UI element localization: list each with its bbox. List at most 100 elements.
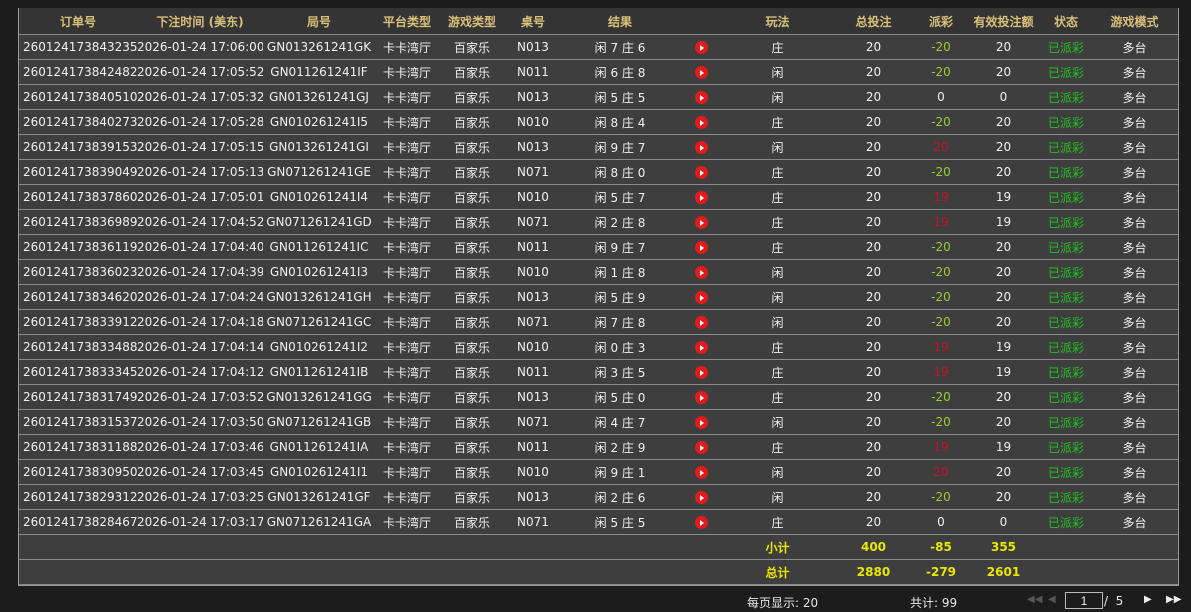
- play-circle-icon[interactable]: [695, 41, 708, 54]
- order-id: 260124173842482: [19, 59, 137, 85]
- table-row: 260124173842482 2026-01-24 17:05:52 GN0112…: [19, 59, 1178, 85]
- replay-cell[interactable]: [679, 234, 724, 260]
- replay-cell[interactable]: [679, 59, 724, 85]
- play-circle-icon[interactable]: [695, 66, 708, 79]
- table-no: N013: [505, 34, 561, 60]
- table-row: 260124173831188 2026-01-24 17:03:46 GN0112…: [19, 434, 1178, 460]
- page-total: / 5: [1104, 594, 1124, 608]
- platform: 卡卡湾厅: [375, 484, 439, 510]
- bet-type: 闲: [724, 134, 831, 160]
- table-row: 260124173840273 2026-01-24 17:05:28 GN0102…: [19, 109, 1178, 135]
- replay-cell[interactable]: [679, 84, 724, 110]
- replay-cell[interactable]: [679, 509, 724, 535]
- replay-cell[interactable]: [679, 259, 724, 285]
- replay-cell[interactable]: [679, 209, 724, 235]
- result: 闲 5 庄 5: [561, 509, 679, 535]
- play-circle-icon[interactable]: [695, 441, 708, 454]
- play-circle-icon[interactable]: [695, 391, 708, 404]
- replay-cell[interactable]: [679, 109, 724, 135]
- play-circle-icon[interactable]: [695, 266, 708, 279]
- first-page-icon[interactable]: ◀◀: [1027, 594, 1043, 605]
- platform: 卡卡湾厅: [375, 459, 439, 485]
- page-number-input[interactable]: [1065, 592, 1103, 609]
- round-id: GN011261241IB: [263, 359, 375, 385]
- play-circle-icon[interactable]: [695, 141, 708, 154]
- valid-bet: 19: [966, 434, 1041, 460]
- replay-cell[interactable]: [679, 159, 724, 185]
- play-circle-icon[interactable]: [695, 216, 708, 229]
- status: 已派彩: [1041, 184, 1091, 210]
- game-type: 百家乐: [439, 334, 505, 360]
- play-circle-icon[interactable]: [695, 241, 708, 254]
- status: 已派彩: [1041, 259, 1091, 285]
- play-circle-icon[interactable]: [695, 516, 708, 529]
- bet-time: 2026-01-24 17:03:45: [137, 459, 263, 485]
- play-circle-icon[interactable]: [695, 166, 708, 179]
- play-circle-icon[interactable]: [695, 366, 708, 379]
- play-circle-icon[interactable]: [695, 291, 708, 304]
- total-bet: 20: [831, 284, 916, 310]
- play-circle-icon[interactable]: [695, 116, 708, 129]
- bet-type: 闲: [724, 284, 831, 310]
- column-header: 游戏模式: [1091, 8, 1178, 35]
- play-circle-icon[interactable]: [695, 491, 708, 504]
- valid-bet: 19: [966, 209, 1041, 235]
- round-id: GN011261241IC: [263, 234, 375, 260]
- replay-cell[interactable]: [679, 359, 724, 385]
- column-header: 有效投注额: [966, 8, 1041, 35]
- round-id: GN013261241GI: [263, 134, 375, 160]
- next-page-icon[interactable]: ▶: [1144, 594, 1152, 605]
- replay-cell[interactable]: [679, 134, 724, 160]
- valid-bet: 20: [966, 384, 1041, 410]
- play-circle-icon[interactable]: [695, 91, 708, 104]
- payout: -20: [916, 109, 966, 135]
- platform: 卡卡湾厅: [375, 309, 439, 335]
- replay-cell[interactable]: [679, 34, 724, 60]
- play-circle-icon[interactable]: [695, 341, 708, 354]
- play-circle-icon[interactable]: [695, 466, 708, 479]
- table-no: N010: [505, 459, 561, 485]
- result: 闲 5 庄 7: [561, 184, 679, 210]
- play-circle-icon[interactable]: [695, 416, 708, 429]
- result: 闲 1 庄 8: [561, 259, 679, 285]
- status: 已派彩: [1041, 459, 1091, 485]
- prev-page-icon[interactable]: ◀: [1048, 594, 1056, 605]
- table-row: 260124173829312 2026-01-24 17:03:25 GN0132…: [19, 484, 1178, 510]
- replay-cell[interactable]: [679, 484, 724, 510]
- status: 已派彩: [1041, 284, 1091, 310]
- replay-cell[interactable]: [679, 334, 724, 360]
- game-mode: 多台: [1091, 34, 1178, 60]
- replay-cell[interactable]: [679, 409, 724, 435]
- replay-cell[interactable]: [679, 184, 724, 210]
- valid-bet: 20: [966, 234, 1041, 260]
- bet-time: 2026-01-24 17:04:18: [137, 309, 263, 335]
- replay-cell[interactable]: [679, 284, 724, 310]
- payout: -20: [916, 159, 966, 185]
- subtotal-label: 小计: [724, 534, 831, 560]
- game-mode: 多台: [1091, 134, 1178, 160]
- replay-cell[interactable]: [679, 309, 724, 335]
- payout: -20: [916, 284, 966, 310]
- total-bet: 20: [831, 34, 916, 60]
- replay-cell[interactable]: [679, 384, 724, 410]
- replay-cell[interactable]: [679, 459, 724, 485]
- table-no: N071: [505, 409, 561, 435]
- table-no: N010: [505, 109, 561, 135]
- play-circle-icon[interactable]: [695, 191, 708, 204]
- total-bet: 20: [831, 184, 916, 210]
- last-page-icon[interactable]: ▶▶: [1166, 594, 1182, 605]
- bet-time: 2026-01-24 17:05:15: [137, 134, 263, 160]
- platform: 卡卡湾厅: [375, 59, 439, 85]
- total-bet: 20: [831, 209, 916, 235]
- order-id: 260124173839153: [19, 134, 137, 160]
- game-type: 百家乐: [439, 459, 505, 485]
- play-circle-icon[interactable]: [695, 316, 708, 329]
- order-id: 260124173831749: [19, 384, 137, 410]
- table-no: N011: [505, 234, 561, 260]
- replay-cell[interactable]: [679, 434, 724, 460]
- bet-type: 庄: [724, 209, 831, 235]
- table-row: 260124173836119 2026-01-24 17:04:40 GN0112…: [19, 234, 1178, 260]
- order-id: 260124173840273: [19, 109, 137, 135]
- table-row: 260124173839153 2026-01-24 17:05:15 GN0132…: [19, 134, 1178, 160]
- table-row: 260124173839049 2026-01-24 17:05:13 GN0712…: [19, 159, 1178, 185]
